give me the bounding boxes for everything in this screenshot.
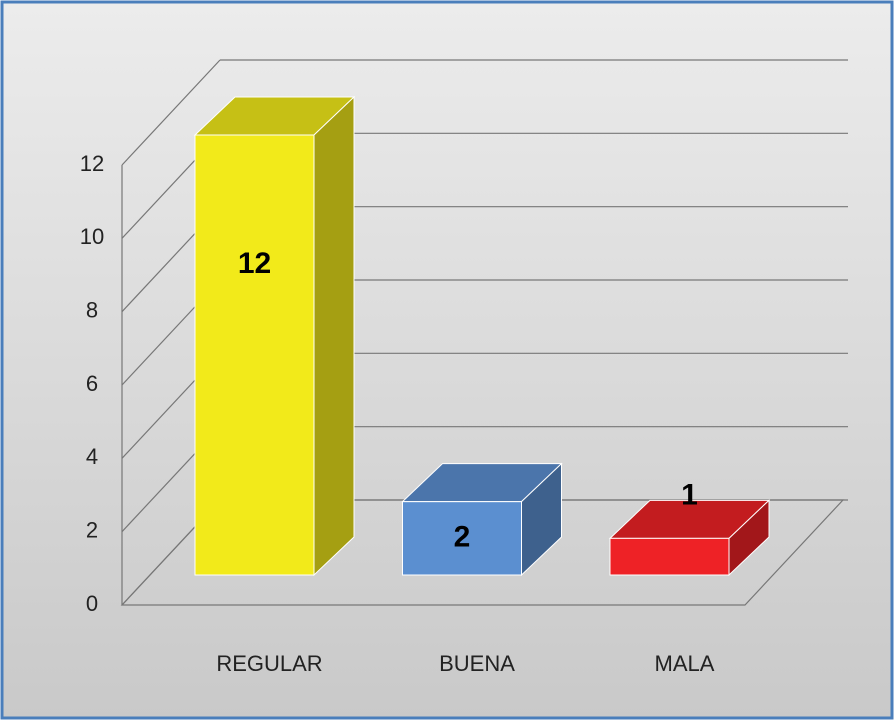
y-tick-label: 4 <box>86 444 98 469</box>
value-label: 2 <box>454 520 471 553</box>
x-tick-label: REGULAR <box>216 651 322 676</box>
y-tick-label: 0 <box>86 591 98 616</box>
y-tick-label: 12 <box>80 151 104 176</box>
value-label: 12 <box>238 247 271 280</box>
y-tick-label: 6 <box>86 371 98 396</box>
bar-side <box>313 95 355 577</box>
bar <box>609 537 730 576</box>
y-tick-label: 10 <box>80 224 104 249</box>
value-label: 1 <box>681 478 698 511</box>
x-tick-label: BUENA <box>439 651 515 676</box>
y-tick-label: 8 <box>86 297 98 322</box>
bar <box>194 134 315 576</box>
bar <box>402 501 522 576</box>
y-tick-label: 2 <box>86 517 98 542</box>
grid-line <box>121 59 221 166</box>
x-tick-label: MALA <box>655 651 715 676</box>
